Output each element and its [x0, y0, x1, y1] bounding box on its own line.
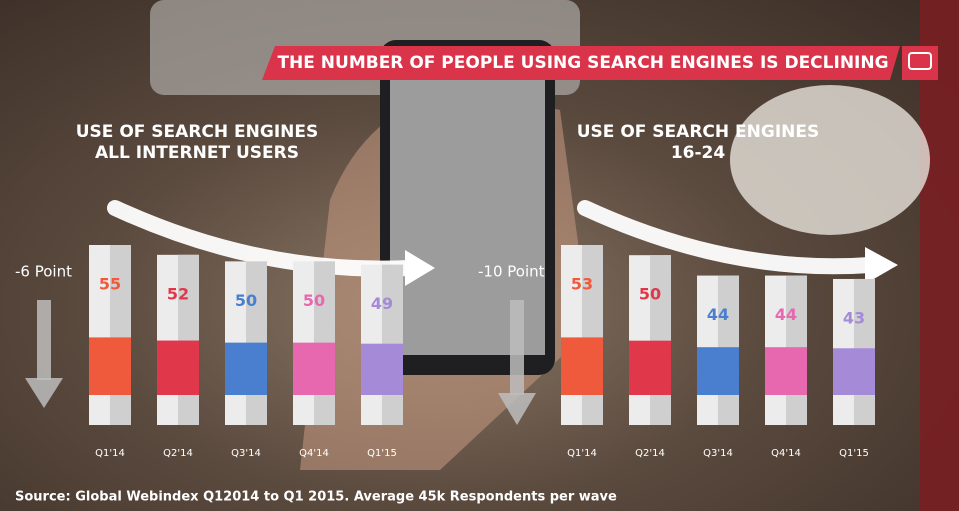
value-label: 50 [639, 285, 661, 304]
value-label: 43 [843, 308, 865, 327]
trend-arrow [577, 200, 878, 275]
banner [262, 46, 900, 80]
value-label: 55 [99, 275, 121, 294]
banner-title: THE NUMBER OF PEOPLE USING SEARCH ENGINE… [277, 53, 888, 73]
value-label: 50 [235, 291, 257, 310]
value-label: 50 [303, 291, 325, 310]
column-band [157, 340, 199, 395]
value-label: 44 [775, 305, 797, 324]
column-band [225, 342, 267, 395]
chart-title: USE OF SEARCH ENGINES 16-24 [576, 122, 820, 163]
value-label: 49 [371, 294, 393, 313]
down-arrow [510, 300, 524, 395]
column-band [833, 348, 875, 395]
x-tick-label: Q4'14 [771, 448, 801, 459]
column-band [765, 347, 807, 395]
value-label: 53 [571, 275, 593, 294]
column-shade [582, 245, 603, 425]
x-tick-label: Q1'15 [367, 448, 397, 459]
x-tick-label: Q1'15 [839, 448, 869, 459]
annotation: -10 Point [478, 263, 545, 281]
x-tick-label: Q2'14 [635, 448, 665, 459]
column-band [361, 343, 403, 395]
column-band [629, 340, 671, 395]
column-band [89, 337, 131, 395]
icon-box [902, 46, 938, 80]
arrow-head [865, 247, 898, 284]
down-arrow [37, 300, 51, 380]
down-arrow-head [25, 378, 63, 408]
column-band [293, 342, 335, 395]
column-shade [178, 254, 199, 425]
x-tick-label: Q1'14 [95, 448, 125, 459]
annotation: -6 Point [15, 263, 72, 281]
column-band [697, 347, 739, 395]
x-tick-label: Q4'14 [299, 448, 329, 459]
x-tick-label: Q3'14 [703, 448, 733, 459]
x-tick-label: Q1'14 [567, 448, 597, 459]
chart-title: USE OF SEARCH ENGINES ALL INTERNET USERS [75, 122, 319, 163]
source: Source: Global Webindex Q12014 to Q1 201… [15, 490, 617, 505]
column-band [561, 337, 603, 395]
column-shade [110, 245, 131, 425]
value-label: 52 [167, 284, 189, 303]
cup [730, 85, 930, 235]
x-tick-label: Q3'14 [231, 448, 261, 459]
icon [908, 52, 932, 70]
column-shade [650, 255, 671, 425]
side-strip [920, 0, 959, 511]
arrow-head [405, 250, 435, 286]
value-label: 44 [707, 305, 729, 324]
down-arrow-head [498, 393, 536, 425]
x-tick-label: Q2'14 [163, 448, 193, 459]
